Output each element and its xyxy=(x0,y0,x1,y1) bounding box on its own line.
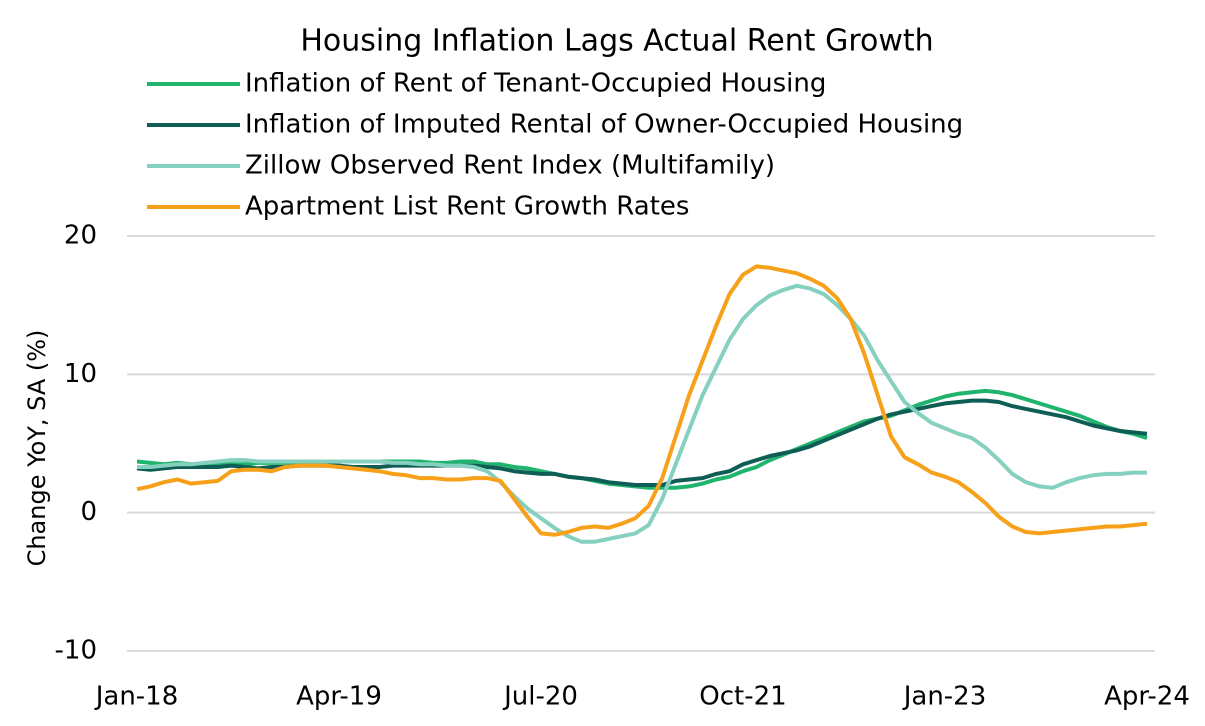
x-tick-label: Jan-23 xyxy=(902,682,987,712)
x-tick-label: Jul-20 xyxy=(502,682,578,712)
legend-label: Inflation of Rent of Tenant-Occupied Hou… xyxy=(245,69,826,99)
legend-label: Apartment List Rent Growth Rates xyxy=(245,192,689,222)
x-tick-label: Jan-18 xyxy=(94,682,179,712)
legend-label: Zillow Observed Rent Index (Multifamily) xyxy=(245,151,775,181)
x-tick-label: Apr-19 xyxy=(296,682,382,712)
x-tick-label: Oct-21 xyxy=(699,682,786,712)
series-line xyxy=(137,283,1147,544)
y-tick-label: 20 xyxy=(64,221,97,251)
legend-label: Inflation of Imputed Rental of Owner-Occ… xyxy=(245,110,963,140)
series-line xyxy=(136,388,1148,490)
chart-title: Housing Inflation Lags Actual Rent Growt… xyxy=(300,24,933,59)
series-line xyxy=(136,398,1148,487)
y-tick-label: 10 xyxy=(64,359,97,389)
x-tick-label: Apr-24 xyxy=(1104,682,1190,712)
series-line xyxy=(136,264,1148,537)
y-tick-label: 0 xyxy=(80,497,97,527)
y-axis-label: Change YoY, SA (%) xyxy=(23,330,51,567)
y-tick-label: -10 xyxy=(55,636,97,666)
